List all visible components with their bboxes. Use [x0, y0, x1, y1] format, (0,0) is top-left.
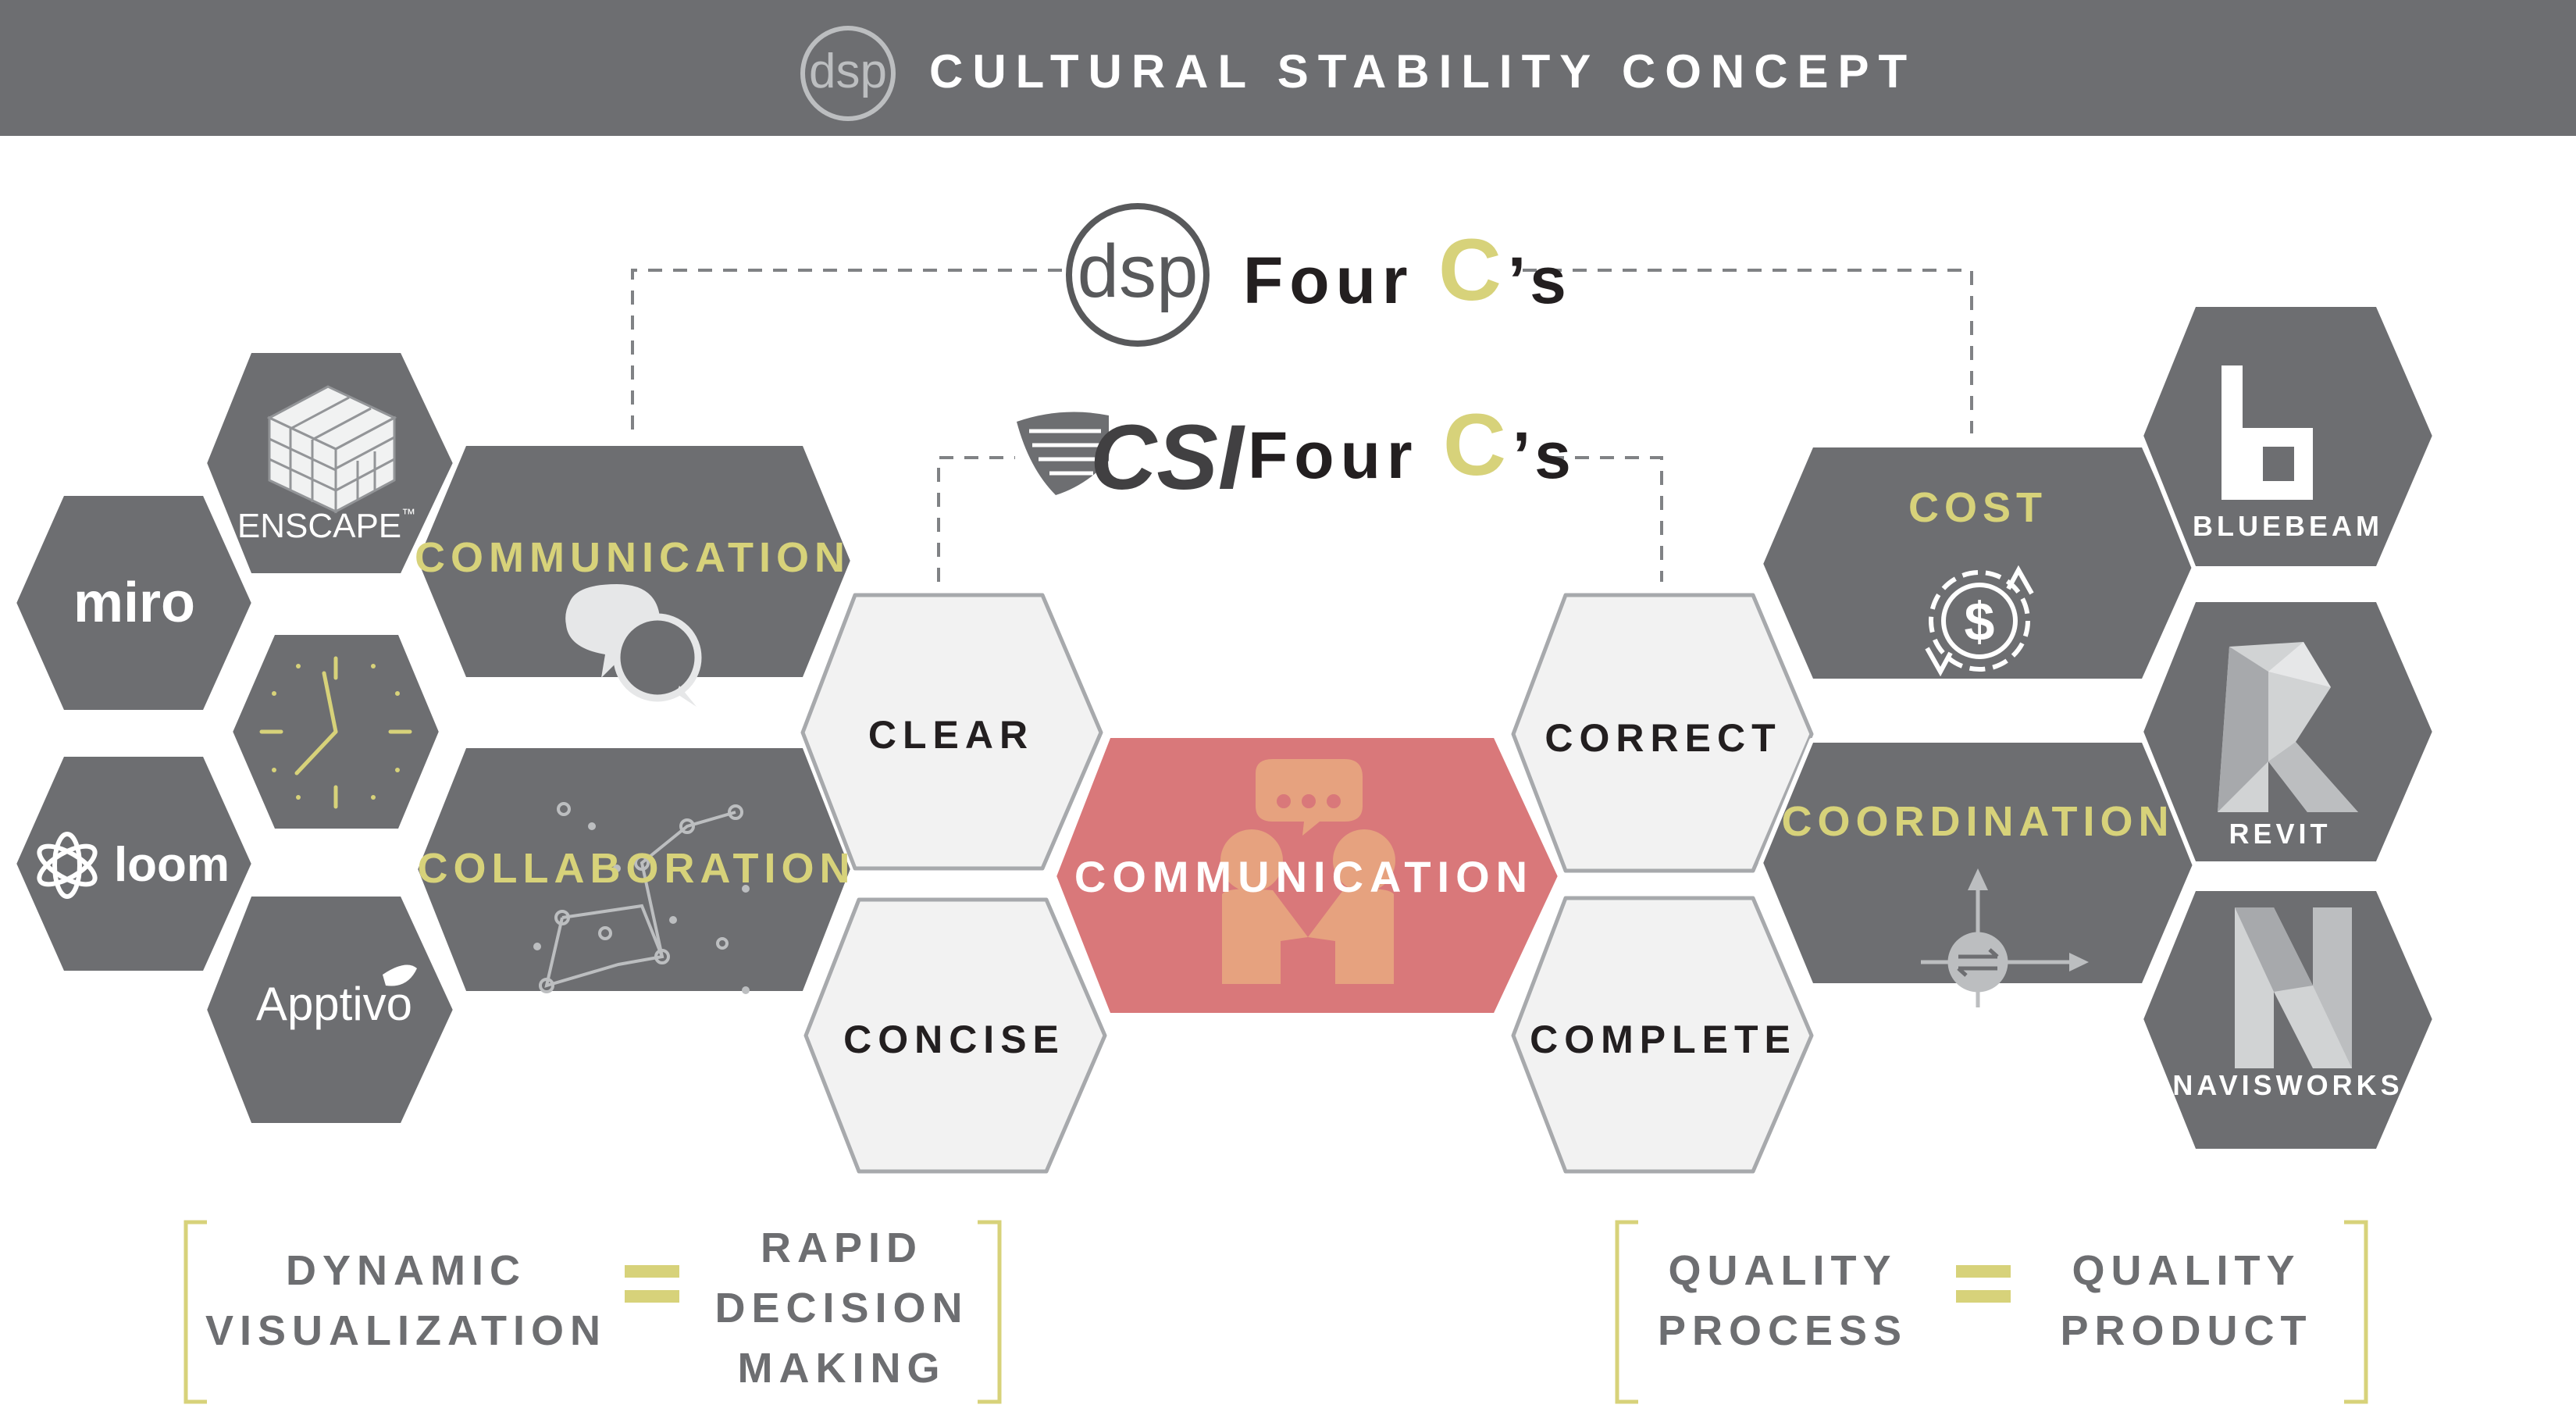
communication-label: COMMUNICATION: [415, 534, 850, 581]
dsp-logo-icon: dsp: [1066, 203, 1210, 347]
csi-c-suffix: ’s: [1512, 419, 1577, 492]
hex-loom: loom: [12, 752, 256, 975]
right-bracket-open: [1615, 1220, 1638, 1404]
miro-label: miro: [73, 572, 195, 634]
eq-left-lhs-line1: DYNAMIC: [286, 1247, 526, 1294]
dsp-four-cs-title: Four C’s: [1243, 221, 1573, 319]
center-communication-label: COMMUNICATION: [1074, 852, 1534, 901]
hex-collaboration-dsp: COLLABORATION: [413, 743, 856, 996]
csi-logo-icon: CSI: [1017, 406, 1245, 509]
csi-c-letter: C: [1443, 396, 1512, 494]
apptivo-leaf-icon: [383, 964, 417, 986]
dsp-c-suffix: ’s: [1508, 244, 1573, 317]
eq-left-equals-bottom: [625, 1290, 679, 1303]
enscape-label: ENSCAPE™: [237, 506, 415, 545]
dsp-connector-line: [631, 269, 1973, 433]
dollar-icon-glyph: $: [1965, 591, 1995, 652]
page-title: CULTURAL STABILITY CONCEPT: [929, 45, 1916, 98]
hex-correct: CORRECT: [1511, 593, 1814, 873]
hex-coordination: COORDINATION: [1758, 738, 2198, 1007]
hex-revit: REVIT: [2139, 597, 2437, 866]
equation-right: QUALITY PROCESS QUALITY PRODUCT: [1615, 1220, 2368, 1404]
speech-bubbles-icon: [565, 584, 702, 707]
handshake-people-icon: [1220, 759, 1395, 984]
eq-right-rhs-line2: PRODUCT: [2061, 1307, 2313, 1354]
csi-logo-text: CSI: [1090, 406, 1245, 509]
eq-right-equals-top: [1956, 1265, 2011, 1278]
header-bar: [0, 0, 2576, 136]
hex-complete: COMPLETE: [1511, 896, 1814, 1174]
enscape-text: ENSCAPE: [237, 507, 401, 545]
clock-icon: [259, 656, 412, 809]
eq-right-lhs-line2: PROCESS: [1658, 1307, 1908, 1354]
hex-clock: [228, 630, 444, 833]
constellation-icon: [533, 802, 750, 994]
bluebeam-label: BLUEBEAM: [2193, 510, 2383, 542]
concise-label: CONCISE: [843, 1018, 1065, 1061]
csi-four-label: Four: [1248, 419, 1443, 492]
apptivo-label: Apptivo: [256, 978, 412, 1030]
hex-communication-dsp: COMMUNICATION: [413, 441, 855, 707]
eq-right-rhs-line1: QUALITY: [2072, 1247, 2301, 1294]
navisworks-logo-icon: [2235, 907, 2352, 1068]
hex-enscape: ENSCAPE™: [202, 348, 458, 578]
hex-bluebeam: BLUEBEAM: [2139, 302, 2437, 571]
right-bracket-close: [2344, 1220, 2368, 1404]
loom-icon: [37, 832, 98, 899]
cost-label: COST: [1908, 484, 2047, 531]
csi-four-cs-title: Four C’s: [1248, 396, 1577, 494]
navisworks-label: NAVISWORKS: [2172, 1069, 2403, 1101]
coordination-label: COORDINATION: [1782, 798, 2175, 845]
correct-label: CORRECT: [1545, 716, 1781, 760]
hex-miro: miro: [12, 491, 256, 715]
hex-cost: COST $: [1758, 443, 2198, 683]
loom-label: loom: [114, 838, 230, 892]
revit-logo-icon: [2218, 642, 2358, 812]
eq-left-rhs-line2: DECISION: [714, 1285, 968, 1332]
eq-left-rhs-line1: RAPID: [761, 1225, 923, 1271]
eq-left-lhs-line2: VISUALIZATION: [205, 1307, 607, 1354]
left-bracket-close: [978, 1220, 1002, 1404]
cost-gear-dollar-icon: $: [1925, 565, 2034, 677]
eq-right-lhs-line1: QUALITY: [1669, 1247, 1897, 1294]
hex-navisworks: NAVISWORKS: [2139, 886, 2437, 1153]
clear-label: CLEAR: [868, 713, 1034, 757]
dsp-four-label: Four: [1243, 244, 1438, 317]
hex-apptivo: Apptivo: [202, 892, 458, 1128]
enscape-cube-icon: [266, 385, 397, 514]
dsp-c-letter: C: [1438, 221, 1508, 319]
csi-connector-line: [937, 456, 1663, 582]
header-logo-text: dsp: [809, 45, 887, 98]
eq-left-rhs-line3: MAKING: [738, 1345, 946, 1392]
eq-left-equals-top: [625, 1265, 679, 1278]
complete-label: COMPLETE: [1530, 1018, 1797, 1061]
header-dsp-logo-icon: dsp: [800, 26, 896, 121]
dsp-logo-text: dsp: [1078, 230, 1199, 313]
bluebeam-logo-icon: [2221, 365, 2313, 500]
left-bracket-open: [183, 1220, 207, 1404]
revit-label: REVIT: [2229, 818, 2331, 850]
coordination-arrows-icon: [1921, 868, 2089, 1007]
hex-concise: CONCISE: [803, 897, 1107, 1174]
collaboration-label: COLLABORATION: [418, 845, 856, 892]
hex-center-communication: COMMUNICATION: [1052, 733, 1562, 1018]
eq-right-equals-bottom: [1956, 1290, 2011, 1303]
equation-left: DYNAMIC VISUALIZATION RAPID DECISION MAK…: [183, 1220, 1002, 1404]
hex-clear: CLEAR: [800, 593, 1103, 871]
enscape-tm: ™: [401, 506, 415, 522]
